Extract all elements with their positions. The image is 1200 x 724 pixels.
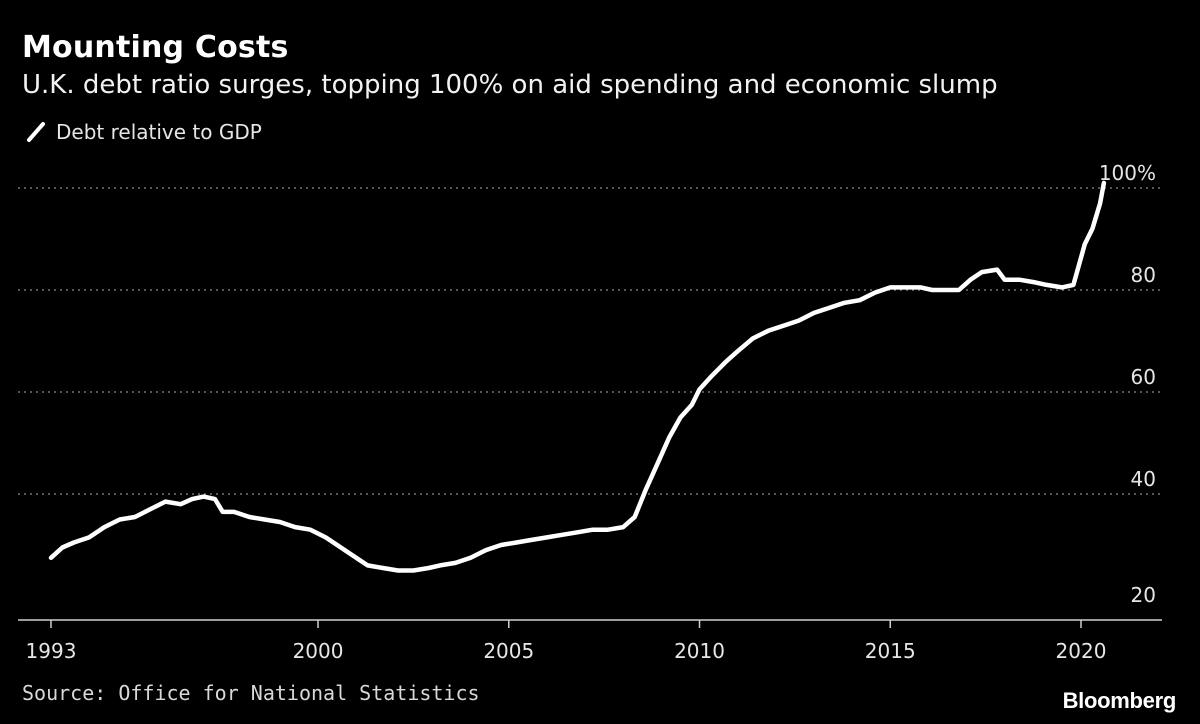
chart-title: Mounting Costs [22, 30, 289, 65]
y-tick-label-100: 100% [1099, 161, 1156, 185]
x-tick-label-2000: 2000 [293, 639, 344, 663]
x-tick-label-2010: 2010 [674, 639, 725, 663]
x-tick-label-2020: 2020 [1056, 639, 1107, 663]
legend-line-swatch-icon [27, 122, 45, 142]
legend-label: Debt relative to GDP [56, 120, 262, 144]
chart-subtitle: U.K. debt ratio surges, topping 100% on … [22, 70, 998, 100]
y-tick-label-20: 20 [1131, 583, 1156, 607]
y-tick-label-80: 80 [1131, 263, 1156, 287]
y-tick-label-60: 60 [1131, 365, 1156, 389]
series-line-debt-to-gdp [48, 180, 1107, 573]
x-tick-label-1993: 1993 [26, 639, 77, 663]
bloomberg-logo: Bloomberg [1062, 688, 1177, 713]
x-tick-label-2005: 2005 [483, 639, 534, 663]
source-note: Source: Office for National Statistics [22, 681, 480, 705]
legend: Debt relative to GDP [26, 120, 262, 144]
x-tick-label-2015: 2015 [865, 639, 916, 663]
y-tick-label-40: 40 [1131, 467, 1156, 491]
